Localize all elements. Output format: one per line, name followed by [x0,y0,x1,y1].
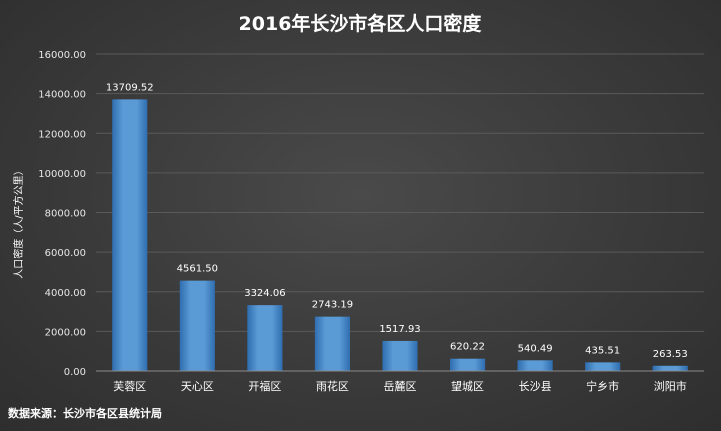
y-tick-label: 10000.00 [38,169,86,180]
chart-title: 2016年长沙市各区人口密度 [239,12,483,35]
data-label: 435.51 [585,345,620,356]
bar [652,365,688,371]
bars [112,99,688,372]
data-label: 620.22 [450,342,485,353]
x-tick-label: 宁乡市 [586,379,619,393]
bar [179,280,215,371]
bar [247,305,283,371]
bar [112,99,148,372]
y-tick-label: 16000.00 [38,50,86,61]
bar [585,362,621,371]
data-label: 3324.06 [244,288,285,299]
data-label: 540.49 [518,343,553,354]
y-tick-label: 12000.00 [38,129,86,140]
data-label: 2743.19 [312,300,353,311]
y-tick-label: 0.00 [64,367,86,378]
y-tick-label: 6000.00 [45,248,86,259]
y-axis-ticks: 0.00 2000.00 4000.00 6000.00 8000.00 10000.00… [38,50,86,378]
y-tick-label: 2000.00 [45,327,86,338]
x-tick-label: 雨花区 [316,380,349,393]
y-tick-label: 8000.00 [45,209,86,220]
source-note: 数据来源：长沙市各区县统计局 [8,406,162,420]
data-label: 263.53 [653,349,688,360]
x-axis-ticks: 芙蓉区 天心区 开福区 雨花区 岳麓区 望城区 长沙县 宁乡市 浏阳市 [113,379,686,393]
x-tick-label: 芙蓉区 [113,379,146,393]
data-label: 13709.52 [106,82,154,93]
data-label: 4561.50 [177,264,218,275]
y-tick-label: 14000.00 [38,90,86,101]
bar [449,358,486,371]
x-tick-label: 开福区 [248,379,281,393]
x-tick-label: 浏阳市 [654,379,687,393]
bar [382,340,418,371]
x-tick-label: 长沙县 [519,380,552,393]
bar [314,316,351,371]
x-tick-label: 望城区 [451,380,484,393]
bar [517,360,553,371]
data-labels: 13709.52 4561.50 3324.06 2743.19 1517.93 620.… [106,82,688,359]
y-axis-label: 人口密度（人/平方公里） [12,165,25,278]
x-tick-label: 天心区 [181,380,214,393]
x-tick-label: 岳麓区 [384,380,417,393]
y-tick-label: 4000.00 [45,288,86,299]
data-label: 1517.93 [379,324,420,335]
